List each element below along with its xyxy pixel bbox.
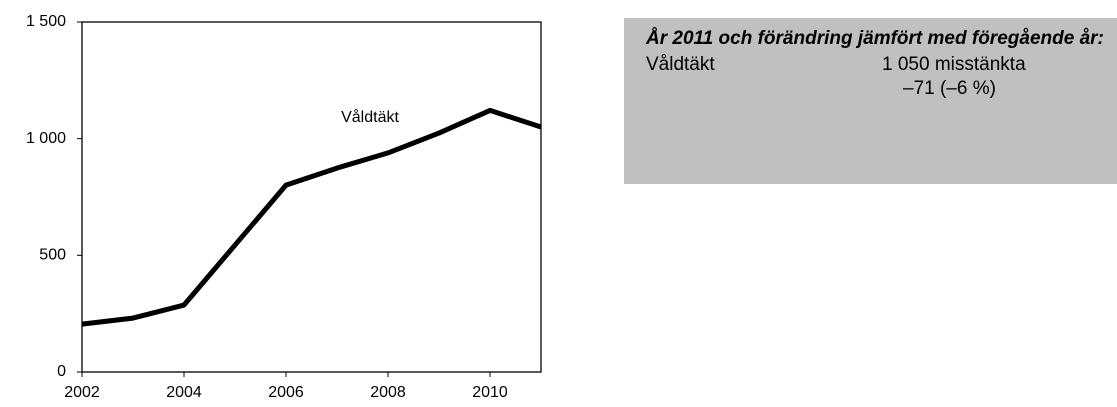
info-label: Våldtäkt <box>646 54 715 75</box>
plot-frame <box>81 21 542 373</box>
info-value: 1 050 misstänkta <box>882 54 1026 75</box>
info-box: År 2011 och förändring jämfört med föreg… <box>624 18 1117 184</box>
y-tick-label: 500 <box>39 247 66 264</box>
data-line <box>81 107 542 327</box>
info-title: År 2011 och förändring jämfört med föreg… <box>646 28 1104 49</box>
y-tick-label: 1 000 <box>26 130 66 147</box>
series-label: Våldtäkt <box>341 108 399 126</box>
x-tick-label: 2002 <box>64 384 100 401</box>
x-tick-label: 2006 <box>268 384 304 401</box>
y-tick-label: 1 500 <box>26 13 66 30</box>
y-tick-label: 0 <box>57 363 66 380</box>
x-tick-label: 2010 <box>472 384 508 401</box>
info-row: Våldtäkt 1 050 misstänkta –71 (–6 %) <box>646 54 1117 99</box>
info-change: –71 (–6 %) <box>903 78 996 99</box>
chart: 0 500 1 000 1 500 2002 2004 2006 2008 2010 Våldtä… <box>26 13 542 401</box>
x-tick-label: 2008 <box>370 384 406 401</box>
x-tick-label: 2004 <box>166 384 202 401</box>
